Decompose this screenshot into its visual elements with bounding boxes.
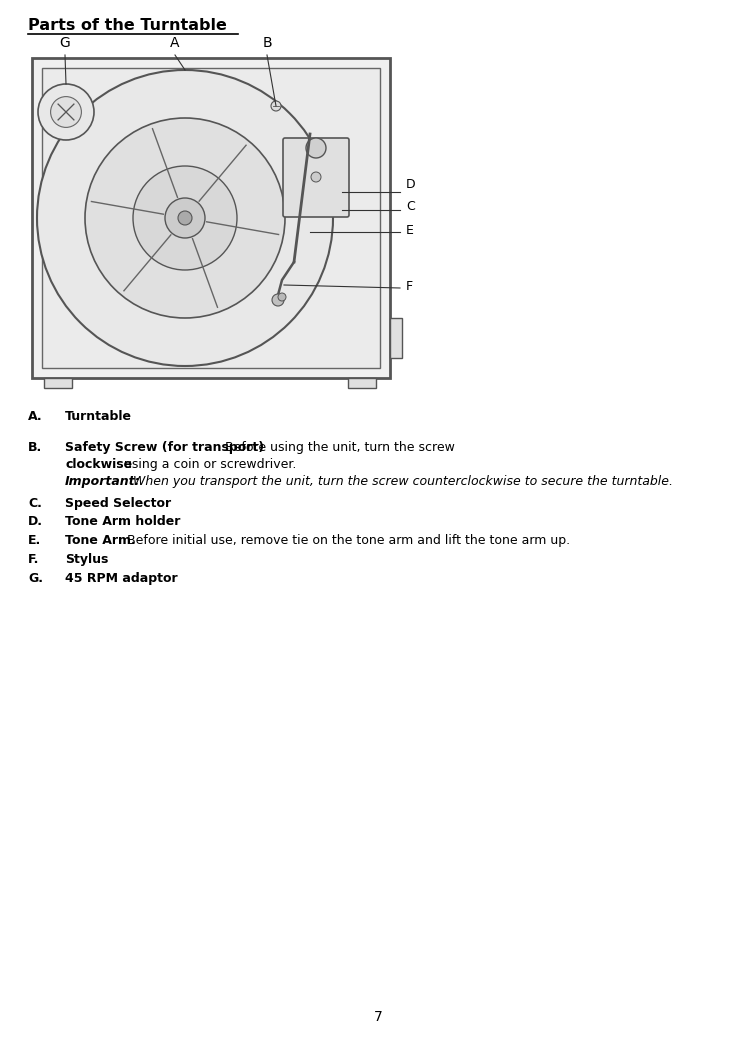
- Text: Turntable: Turntable: [65, 410, 132, 423]
- Circle shape: [278, 293, 286, 301]
- Text: E: E: [406, 224, 414, 236]
- Circle shape: [178, 211, 192, 225]
- Circle shape: [271, 101, 281, 111]
- Text: Tone Arm holder: Tone Arm holder: [65, 516, 181, 528]
- Bar: [42, 68, 380, 368]
- Text: Parts of the Turntable: Parts of the Turntable: [28, 18, 227, 33]
- Circle shape: [51, 96, 82, 128]
- Circle shape: [272, 294, 284, 306]
- Text: G.: G.: [28, 571, 43, 585]
- Circle shape: [311, 172, 321, 182]
- Text: Stylus: Stylus: [65, 552, 108, 566]
- Text: A.: A.: [28, 410, 42, 423]
- Text: F: F: [406, 279, 413, 293]
- Bar: [32, 58, 390, 378]
- Text: A: A: [170, 36, 180, 50]
- Text: B.: B.: [28, 440, 42, 454]
- Circle shape: [133, 166, 237, 270]
- Circle shape: [38, 84, 94, 140]
- Text: 7: 7: [373, 1010, 383, 1024]
- Text: D: D: [406, 179, 416, 191]
- Text: Tone Arm.: Tone Arm.: [65, 535, 136, 547]
- Text: D.: D.: [28, 516, 43, 528]
- Circle shape: [306, 138, 326, 158]
- Text: Important:: Important:: [65, 475, 141, 487]
- Text: E.: E.: [28, 535, 42, 547]
- Circle shape: [85, 118, 285, 318]
- Circle shape: [165, 198, 205, 238]
- Text: C.: C.: [28, 497, 42, 509]
- Text: When you transport the unit, turn the screw counterclockwise to secure the turnt: When you transport the unit, turn the sc…: [129, 475, 673, 487]
- Bar: [390, 318, 402, 358]
- Text: using a coin or screwdriver.: using a coin or screwdriver.: [120, 457, 296, 471]
- Text: Safety Screw (for transport): Safety Screw (for transport): [65, 440, 264, 454]
- Bar: [348, 378, 376, 388]
- Text: G: G: [60, 36, 70, 50]
- Text: C: C: [406, 201, 415, 213]
- Text: Before initial use, remove tie on the tone arm and lift the tone arm up.: Before initial use, remove tie on the to…: [123, 535, 570, 547]
- Text: B: B: [262, 36, 272, 50]
- Text: clockwise: clockwise: [65, 457, 132, 471]
- FancyBboxPatch shape: [283, 138, 349, 217]
- Bar: [44, 378, 72, 388]
- Text: Speed Selector: Speed Selector: [65, 497, 171, 509]
- Circle shape: [37, 70, 333, 366]
- Text: F.: F.: [28, 552, 39, 566]
- Text: Before using the unit, turn the screw: Before using the unit, turn the screw: [221, 440, 459, 454]
- Text: 45 RPM adaptor: 45 RPM adaptor: [65, 571, 178, 585]
